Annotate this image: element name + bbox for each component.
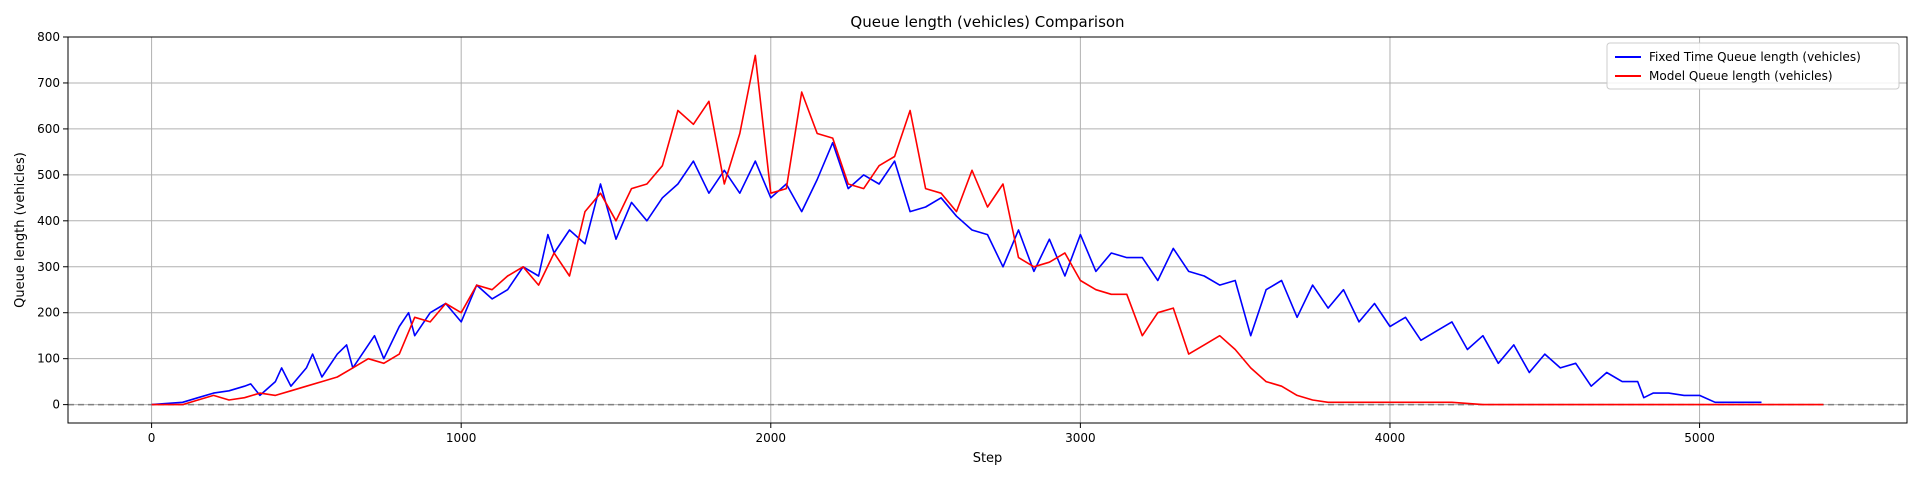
y-tick-label: 800	[37, 30, 60, 44]
x-tick-label: 4000	[1375, 431, 1406, 445]
y-tick-label: 500	[37, 168, 60, 182]
grid-lines	[68, 36, 1907, 423]
y-tick-label: 400	[37, 214, 60, 228]
plot-frame	[67, 36, 1908, 424]
legend-box	[1606, 42, 1900, 90]
x-tick-label: 0	[148, 431, 156, 445]
y-tick-label: 600	[37, 122, 60, 136]
x-tick-label: 1000	[446, 431, 477, 445]
y-tick-label: 200	[37, 306, 60, 320]
legend-entry: Fixed Time Queue length (vehicles)	[1649, 50, 1861, 64]
axis-ticks: 0 1000 2000 3000 4000 5000 0 100 200 300 400 500 600…	[37, 30, 1715, 445]
y-axis-label: Queue length (vehicles)	[13, 152, 28, 308]
y-tick-label: 300	[37, 260, 60, 274]
x-axis-label: Step	[973, 451, 1003, 466]
series-lines	[151, 54, 1824, 406]
series-line-model	[151, 54, 1824, 406]
series-line-fixed-time	[151, 141, 1762, 406]
x-tick-label: 2000	[756, 431, 787, 445]
y-tick-label: 700	[37, 76, 60, 90]
x-tick-label: 3000	[1065, 431, 1096, 445]
legend-entry: Model Queue length (vehicles)	[1649, 69, 1833, 83]
legend: Fixed Time Queue length (vehicles) Model …	[1606, 42, 1900, 90]
chart-title: Queue length (vehicles) Comparison	[850, 13, 1124, 31]
y-tick-label: 0	[52, 398, 60, 412]
x-tick-label: 5000	[1684, 431, 1715, 445]
y-tick-label: 100	[37, 352, 60, 366]
